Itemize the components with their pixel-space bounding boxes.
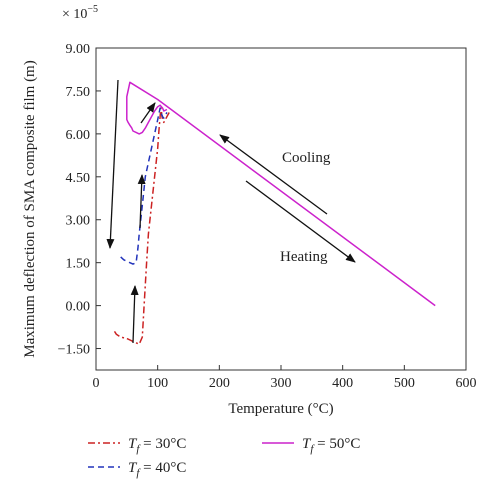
arrow-up-1 [130,285,139,344]
legend-item-50: Tf = 50°C [262,436,360,455]
y-tick-label: 3.00 [66,214,91,229]
legend-label-50: Tf = 50°C [302,436,360,455]
series-tf-50 [126,81,436,307]
y-tick-label: 0.00 [66,300,91,315]
x-tick-label: 0 [93,376,100,391]
y-tick-label: 1.50 [66,257,91,272]
axis-ticks: 0 100 200 300 400 500 600 −1.50 0.00 1.50 3.00 4.50… [58,42,477,391]
annotation-arrows [106,79,356,344]
legend: Tf = 30°C Tf = 40°C Tf = 50°C [88,436,360,479]
arrow-down-left [106,79,119,249]
y-tick-label: 9.00 [66,42,91,57]
y-multiplier-exponent: −5 [87,4,98,15]
x-tick-label: 500 [394,376,415,391]
legend-label-30: Tf = 30°C [128,436,186,455]
y-tick-label: 6.00 [66,128,91,143]
annotation-cooling: Cooling [282,150,331,166]
y-tick-label: 7.50 [66,85,91,100]
legend-item-30: Tf = 30°C [88,436,186,455]
x-tick-label: 400 [332,376,353,391]
annotation-heating: Heating [280,249,328,265]
x-tick-label: 200 [209,376,230,391]
y-tick-label: −1.50 [58,343,90,358]
y-tick-label: 4.50 [66,171,91,186]
x-tick-label: 300 [271,376,292,391]
y-axis-title: Maximum deflection of SMA composite film… [22,60,38,357]
series-layer [113,81,436,345]
y-multiplier-label: × 10−5 [62,4,98,22]
arrow-cooling [219,134,328,215]
series-tf-30 [113,107,171,345]
arrow-up-2 [137,174,146,229]
x-axis-title: Temperature (°C) [228,401,333,417]
arrow-heating [245,180,356,263]
legend-item-40: Tf = 40°C [88,460,186,479]
arrow-up-3 [140,102,156,124]
x-tick-label: 100 [147,376,168,391]
x-tick-label: 600 [456,376,477,391]
legend-label-40: Tf = 40°C [128,460,186,479]
